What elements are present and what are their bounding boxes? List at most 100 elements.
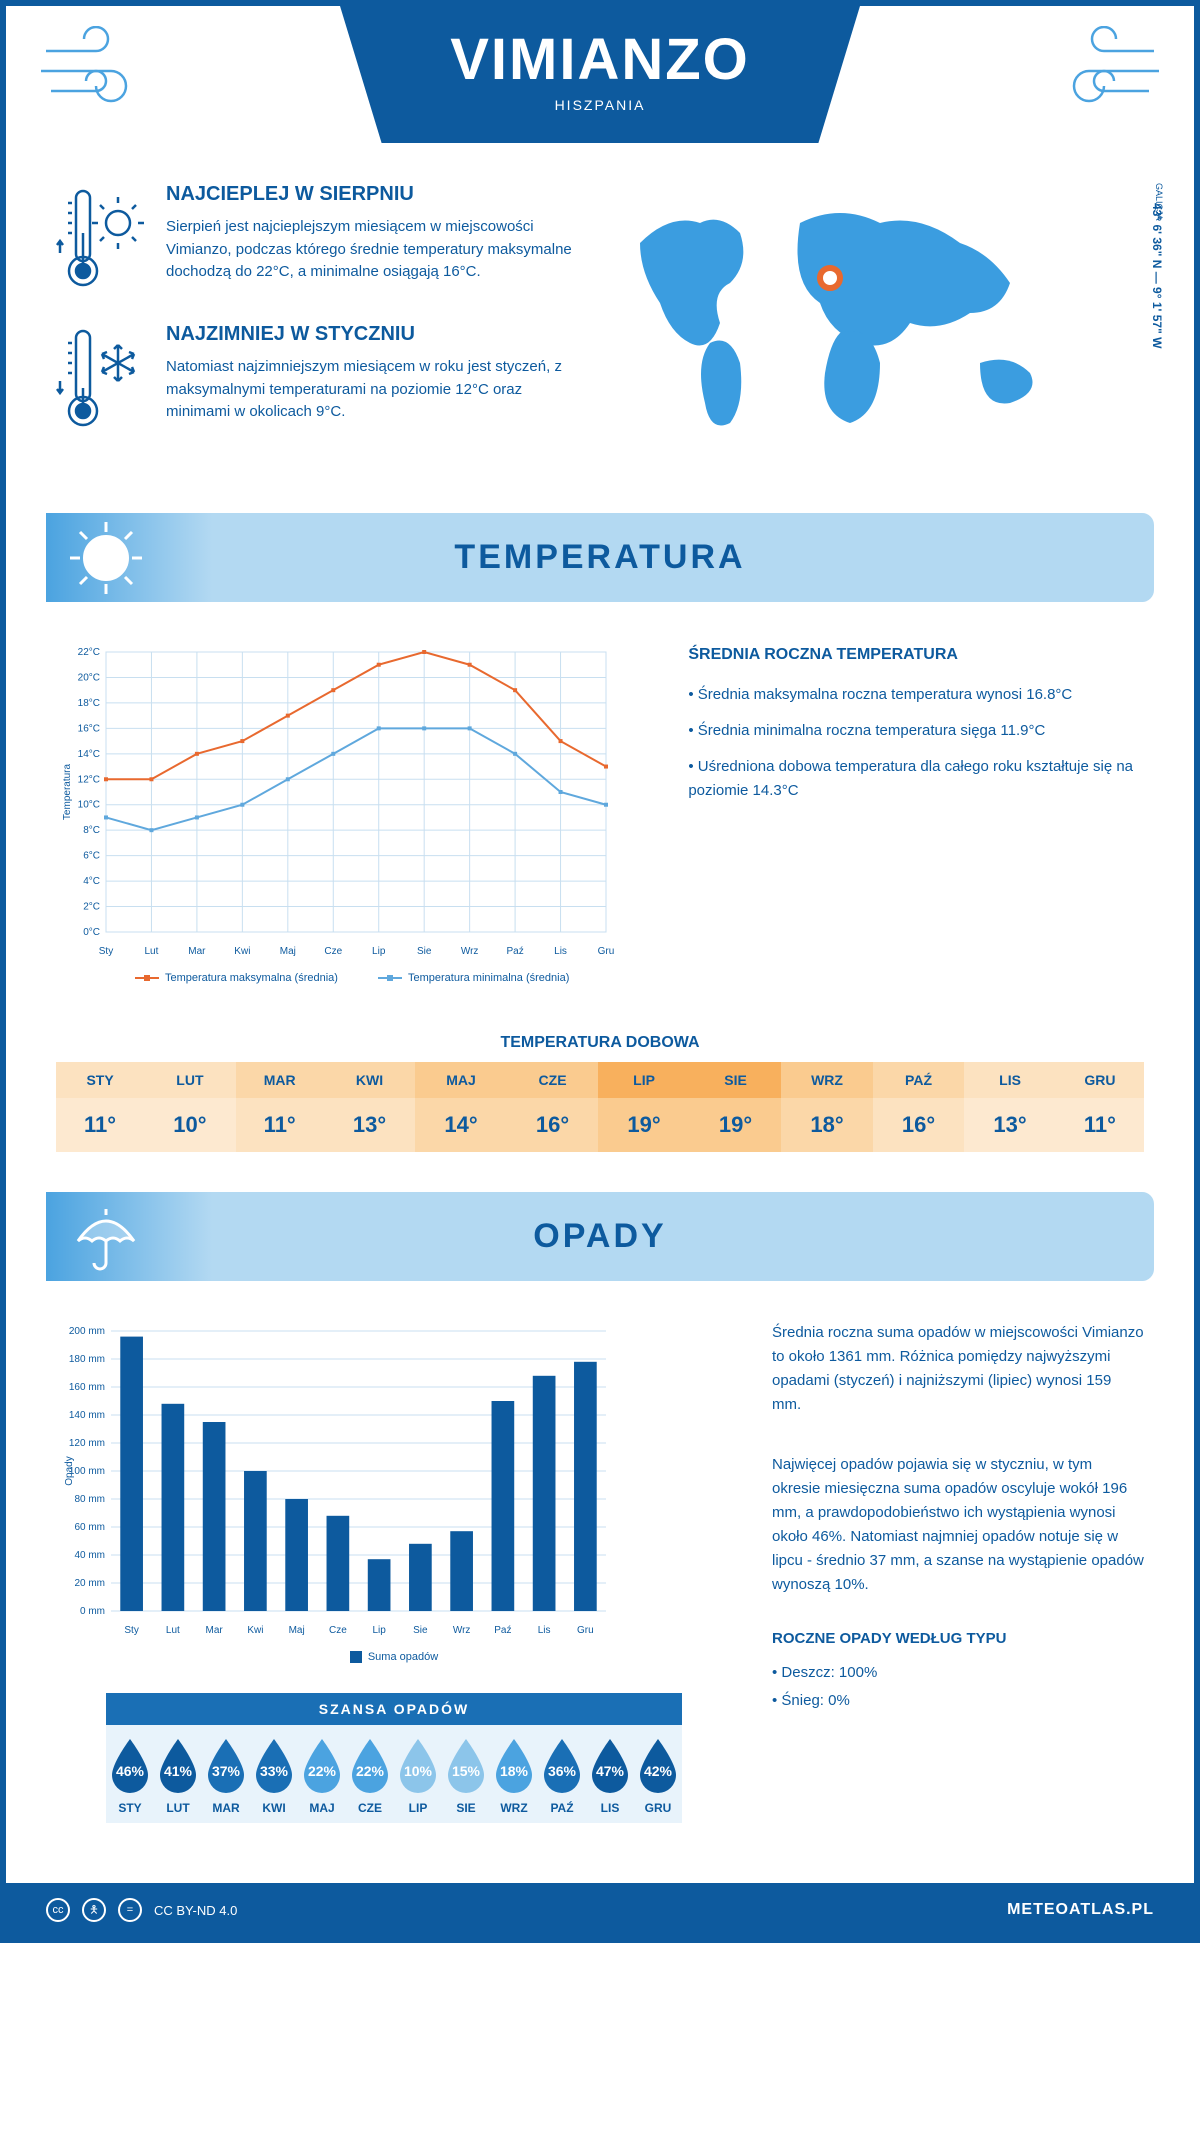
location-title: VIMIANZO (420, 26, 780, 93)
temperature-chart: 0°C2°C4°C6°C8°C10°C12°C14°C16°C18°C20°C2… (56, 642, 648, 984)
daily-temp-table: STYLUTMARKWIMAJCZELIPSIEWRZPAŹLISGRU 11°… (56, 1062, 1144, 1152)
temperature-summary: ŚREDNIA ROCZNA TEMPERATURA • Średnia mak… (688, 642, 1144, 984)
svg-text:180 mm: 180 mm (69, 1354, 105, 1365)
svg-text:Sie: Sie (417, 946, 432, 957)
svg-text:2°C: 2°C (83, 902, 100, 913)
chance-cell: 41% LUT (154, 1725, 202, 1823)
svg-text:80 mm: 80 mm (74, 1494, 105, 1505)
summary-bullet: • Średnia minimalna roczna temperatura s… (688, 719, 1144, 743)
wind-icon (1044, 26, 1164, 116)
chance-value: 22% (356, 1763, 384, 1779)
table-header: MAR (236, 1062, 324, 1098)
svg-text:Sie: Sie (413, 1625, 428, 1636)
table-header: LUT (144, 1062, 236, 1098)
chance-cell: 46% STY (106, 1725, 154, 1823)
chance-value: 15% (452, 1763, 480, 1779)
chance-value: 36% (548, 1763, 576, 1779)
svg-text:Kwi: Kwi (247, 1625, 263, 1636)
svg-text:Temperatura: Temperatura (62, 763, 73, 820)
chance-month: WRZ (490, 1801, 538, 1815)
precip-text: Najwięcej opadów pojawia się w styczniu,… (772, 1453, 1144, 1597)
table-cell: 19° (690, 1098, 782, 1152)
title-banner: VIMIANZO HISZPANIA (340, 6, 860, 143)
world-map: GALICJA 43° 6' 36" N — 9° 1' 57" W (620, 183, 1144, 463)
svg-text:Mar: Mar (206, 1625, 224, 1636)
svg-text:Maj: Maj (280, 946, 296, 957)
warmest-title: NAJCIEPLEJ W SIERPNIU (166, 183, 580, 206)
svg-text:6°C: 6°C (83, 851, 100, 862)
svg-text:Sty: Sty (99, 946, 113, 957)
chance-value: 10% (404, 1763, 432, 1779)
table-header: SIE (690, 1062, 782, 1098)
header: VIMIANZO HISZPANIA (6, 6, 1194, 143)
chance-value: 42% (644, 1763, 672, 1779)
table-header: LIP (598, 1062, 690, 1098)
wind-icon (36, 26, 156, 116)
license-text: CC BY-ND 4.0 (154, 1903, 237, 1918)
chance-cell: 47% LIS (586, 1725, 634, 1823)
table-cell: 19° (598, 1098, 690, 1152)
svg-text:10°C: 10°C (78, 800, 100, 811)
chance-value: 41% (164, 1763, 192, 1779)
svg-text:Lut: Lut (145, 946, 159, 957)
table-cell: 13° (324, 1098, 416, 1152)
snow-pct: • Śnieg: 0% (772, 1689, 1144, 1713)
warmest-block: NAJCIEPLEJ W SIERPNIU Sierpień jest najc… (56, 183, 580, 293)
chance-cell: 10% LIP (394, 1725, 442, 1823)
chance-value: 47% (596, 1763, 624, 1779)
svg-text:Gru: Gru (598, 946, 615, 957)
svg-text:Lip: Lip (372, 946, 386, 957)
svg-text:Cze: Cze (324, 946, 342, 957)
svg-text:Opady: Opady (64, 1456, 75, 1485)
thermometer-snow-icon (56, 323, 146, 433)
precipitation-chance: SZANSA OPADÓW 46% STY 41% LUT 37% MAR 33… (106, 1693, 682, 1823)
warmest-text: Sierpień jest najcieplejszym miesiącem w… (166, 216, 580, 284)
section-title: OPADY (46, 1217, 1154, 1256)
table-cell: 11° (236, 1098, 324, 1152)
svg-text:Kwi: Kwi (234, 946, 250, 957)
svg-text:4°C: 4°C (83, 876, 100, 887)
svg-text:20°C: 20°C (78, 672, 100, 683)
svg-text:22°C: 22°C (78, 647, 100, 658)
svg-text:Cze: Cze (329, 1625, 347, 1636)
chance-month: MAJ (298, 1801, 346, 1815)
chance-value: 33% (260, 1763, 288, 1779)
chance-cell: 22% MAJ (298, 1725, 346, 1823)
nd-icon: = (118, 1898, 142, 1922)
temperature-banner: TEMPERATURA (46, 513, 1154, 602)
chance-value: 37% (212, 1763, 240, 1779)
country-label: HISZPANIA (420, 97, 780, 113)
chance-month: GRU (634, 1801, 682, 1815)
table-cell: 11° (56, 1098, 144, 1152)
raindrop-icon: 15% (442, 1737, 490, 1795)
chance-month: STY (106, 1801, 154, 1815)
intro-section: NAJCIEPLEJ W SIERPNIU Sierpień jest najc… (6, 143, 1194, 493)
by-icon: 🯅 (82, 1898, 106, 1922)
svg-text:160 mm: 160 mm (69, 1382, 105, 1393)
raindrop-icon: 18% (490, 1737, 538, 1795)
svg-text:200 mm: 200 mm (69, 1326, 105, 1337)
raindrop-icon: 47% (586, 1737, 634, 1795)
svg-text:Paź: Paź (506, 946, 523, 957)
raindrop-icon: 22% (346, 1737, 394, 1795)
sun-icon (66, 518, 146, 598)
precipitation-summary: Średnia roczna suma opadów w miejscowośc… (772, 1321, 1144, 1823)
rain-pct: • Deszcz: 100% (772, 1661, 1144, 1685)
svg-text:12°C: 12°C (78, 774, 100, 785)
chance-month: SIE (442, 1801, 490, 1815)
chance-month: CZE (346, 1801, 394, 1815)
yearly-type: ROCZNE OPADY WEDŁUG TYPU • Deszcz: 100% … (772, 1627, 1144, 1713)
svg-text:Lis: Lis (554, 946, 567, 957)
site-name: METEOATLAS.PL (1007, 1901, 1154, 1919)
summary-title: ŚREDNIA ROCZNA TEMPERATURA (688, 642, 1144, 668)
chance-value: 46% (116, 1763, 144, 1779)
chance-value: 18% (500, 1763, 528, 1779)
svg-text:Sty: Sty (124, 1625, 138, 1636)
table-header: MAJ (415, 1062, 507, 1098)
coldest-text: Natomiast najzimniejszym miesiącem w rok… (166, 356, 580, 424)
svg-text:8°C: 8°C (83, 825, 100, 836)
svg-text:16°C: 16°C (78, 723, 100, 734)
svg-text:Wrz: Wrz (461, 946, 479, 957)
table-header: LIS (964, 1062, 1056, 1098)
table-cell: 11° (1056, 1098, 1144, 1152)
